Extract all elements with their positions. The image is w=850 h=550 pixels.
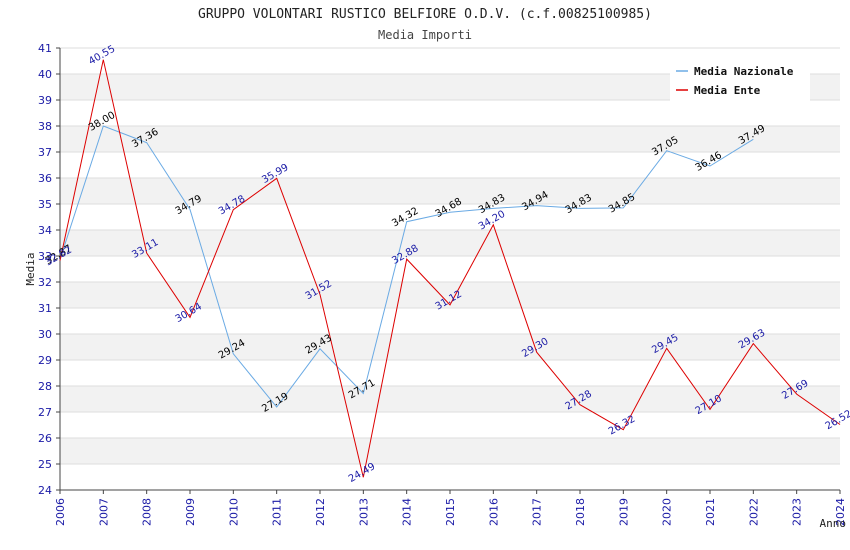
x-tick-label: 2010: [227, 498, 240, 526]
x-tick-label: 2014: [401, 498, 414, 526]
grid-band: [60, 334, 840, 360]
y-tick-label: 38: [38, 120, 52, 133]
x-tick-label: 2018: [574, 498, 587, 526]
x-axis-ticks: 2006 2007 2008 2009 2010 2011 2012 2013 2014 2015…: [54, 490, 847, 526]
x-tick-label: 2022: [747, 498, 760, 526]
x-tick-label: 2012: [314, 498, 327, 526]
series-line-media-ente: [59, 59, 841, 478]
data-labels: 32.8738.0037.3634.7929.2427.1929.4327.71…: [44, 44, 850, 485]
x-tick-label: 2011: [271, 498, 284, 526]
y-tick-label: 27: [38, 406, 52, 419]
y-tick-label: 26: [38, 432, 52, 445]
legend-label-media-nazionale: Media Nazionale: [694, 65, 794, 78]
x-tick-label: 2013: [357, 498, 370, 526]
grid-band: [60, 438, 840, 464]
data-label: 26.32: [607, 414, 637, 438]
x-tick-label: 2016: [487, 498, 500, 526]
grid-band: [60, 282, 840, 308]
x-tick-label: 2015: [444, 498, 457, 526]
data-label: 24.49: [347, 461, 377, 485]
legend-box: [670, 60, 810, 102]
x-tick-label: 2019: [617, 498, 630, 526]
y-tick-label: 36: [38, 172, 52, 185]
grid-band: [60, 386, 840, 412]
y-axis-ticks: 24 25 26 27 28 29 30 31 32 33 34 35 36 37 38 39 40 41: [38, 42, 60, 497]
legend: Media Nazionale Media Ente: [670, 60, 810, 102]
grid-bands: [60, 74, 840, 464]
y-tick-label: 40: [38, 68, 52, 81]
grid-band: [60, 178, 840, 204]
series-lines: [59, 59, 841, 478]
series-line-media-nazionale: [59, 125, 754, 408]
y-tick-label: 34: [38, 224, 52, 237]
grid-band: [60, 126, 840, 152]
grid-lines: [60, 47, 840, 465]
y-tick-label: 31: [38, 302, 52, 315]
x-tick-label: 2021: [704, 498, 717, 526]
x-tick-label: 2023: [791, 498, 804, 526]
x-tick-label: 2017: [531, 498, 544, 526]
y-tick-label: 32: [38, 276, 52, 289]
y-tick-label: 24: [38, 484, 52, 497]
y-tick-label: 25: [38, 458, 52, 471]
data-label: 36.46: [694, 150, 724, 174]
y-tick-label: 28: [38, 380, 52, 393]
grid-band: [60, 230, 840, 256]
y-tick-label: 30: [38, 328, 52, 341]
y-axis-label: Media: [24, 252, 37, 285]
y-tick-label: 33: [38, 250, 52, 263]
x-tick-label: 2007: [97, 498, 110, 526]
y-tick-label: 41: [38, 42, 52, 55]
x-tick-label: 2008: [141, 498, 154, 526]
x-tick-label: 2009: [184, 498, 197, 526]
y-tick-label: 29: [38, 354, 52, 367]
x-axis-label: Anno: [820, 517, 847, 530]
y-tick-label: 39: [38, 94, 52, 107]
legend-label-media-ente: Media Ente: [694, 84, 761, 97]
x-tick-label: 2024: [834, 498, 847, 526]
x-tick-label: 2020: [661, 498, 674, 526]
x-tick-label: 2006: [54, 498, 67, 526]
chart-title: GRUPPO VOLONTARI RUSTICO BELFIORE O.D.V.…: [198, 7, 652, 22]
y-tick-label: 37: [38, 146, 52, 159]
chart-subtitle: Media Importi: [378, 28, 472, 42]
y-tick-label: 35: [38, 198, 52, 211]
